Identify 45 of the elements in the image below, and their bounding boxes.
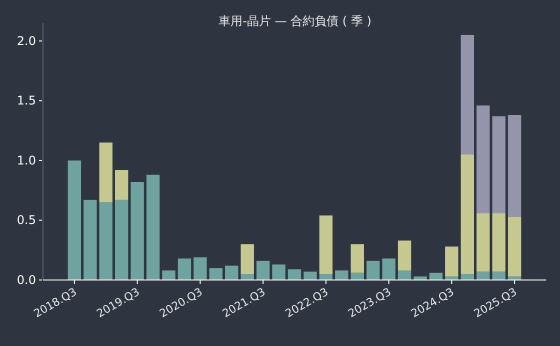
bar	[460, 154, 474, 274]
bar	[225, 266, 238, 280]
bar	[209, 268, 223, 280]
y-tick-label: 0.5	[16, 213, 36, 228]
bar	[288, 269, 302, 280]
bar	[146, 174, 160, 280]
bar	[130, 182, 144, 280]
y-tick-label: 2.0	[16, 34, 36, 48]
bar	[240, 244, 254, 274]
bar	[84, 200, 97, 280]
bar	[476, 213, 490, 272]
bar	[194, 257, 207, 280]
bar	[114, 200, 128, 280]
bar	[398, 240, 412, 270]
bar	[366, 260, 380, 280]
bar	[350, 244, 364, 273]
bar	[476, 272, 490, 280]
y-tick-label: 1.0	[16, 153, 36, 168]
bar	[445, 246, 458, 276]
bar	[460, 274, 474, 280]
bar	[508, 216, 522, 276]
bar	[492, 116, 506, 214]
bar	[382, 258, 396, 280]
bar	[240, 274, 254, 280]
bar	[114, 170, 128, 200]
bar	[256, 260, 270, 280]
y-tick-label: 0.0	[16, 273, 36, 287]
bar	[304, 272, 317, 280]
chart-title: 車用-晶片 — 合約負債 ( 季 )	[218, 14, 372, 28]
bar	[319, 215, 333, 274]
y-tick-label: 1.5	[16, 94, 36, 108]
bar	[508, 115, 522, 217]
bar	[476, 105, 490, 214]
bar	[398, 270, 412, 280]
bar	[492, 272, 506, 280]
bar	[460, 34, 474, 154]
bar	[319, 274, 333, 280]
bar	[162, 270, 176, 280]
bar	[272, 264, 286, 280]
bar	[68, 160, 82, 280]
bar	[492, 213, 506, 272]
bar	[335, 270, 348, 280]
bar	[99, 142, 112, 202]
bar	[178, 258, 192, 280]
bar	[99, 202, 112, 280]
